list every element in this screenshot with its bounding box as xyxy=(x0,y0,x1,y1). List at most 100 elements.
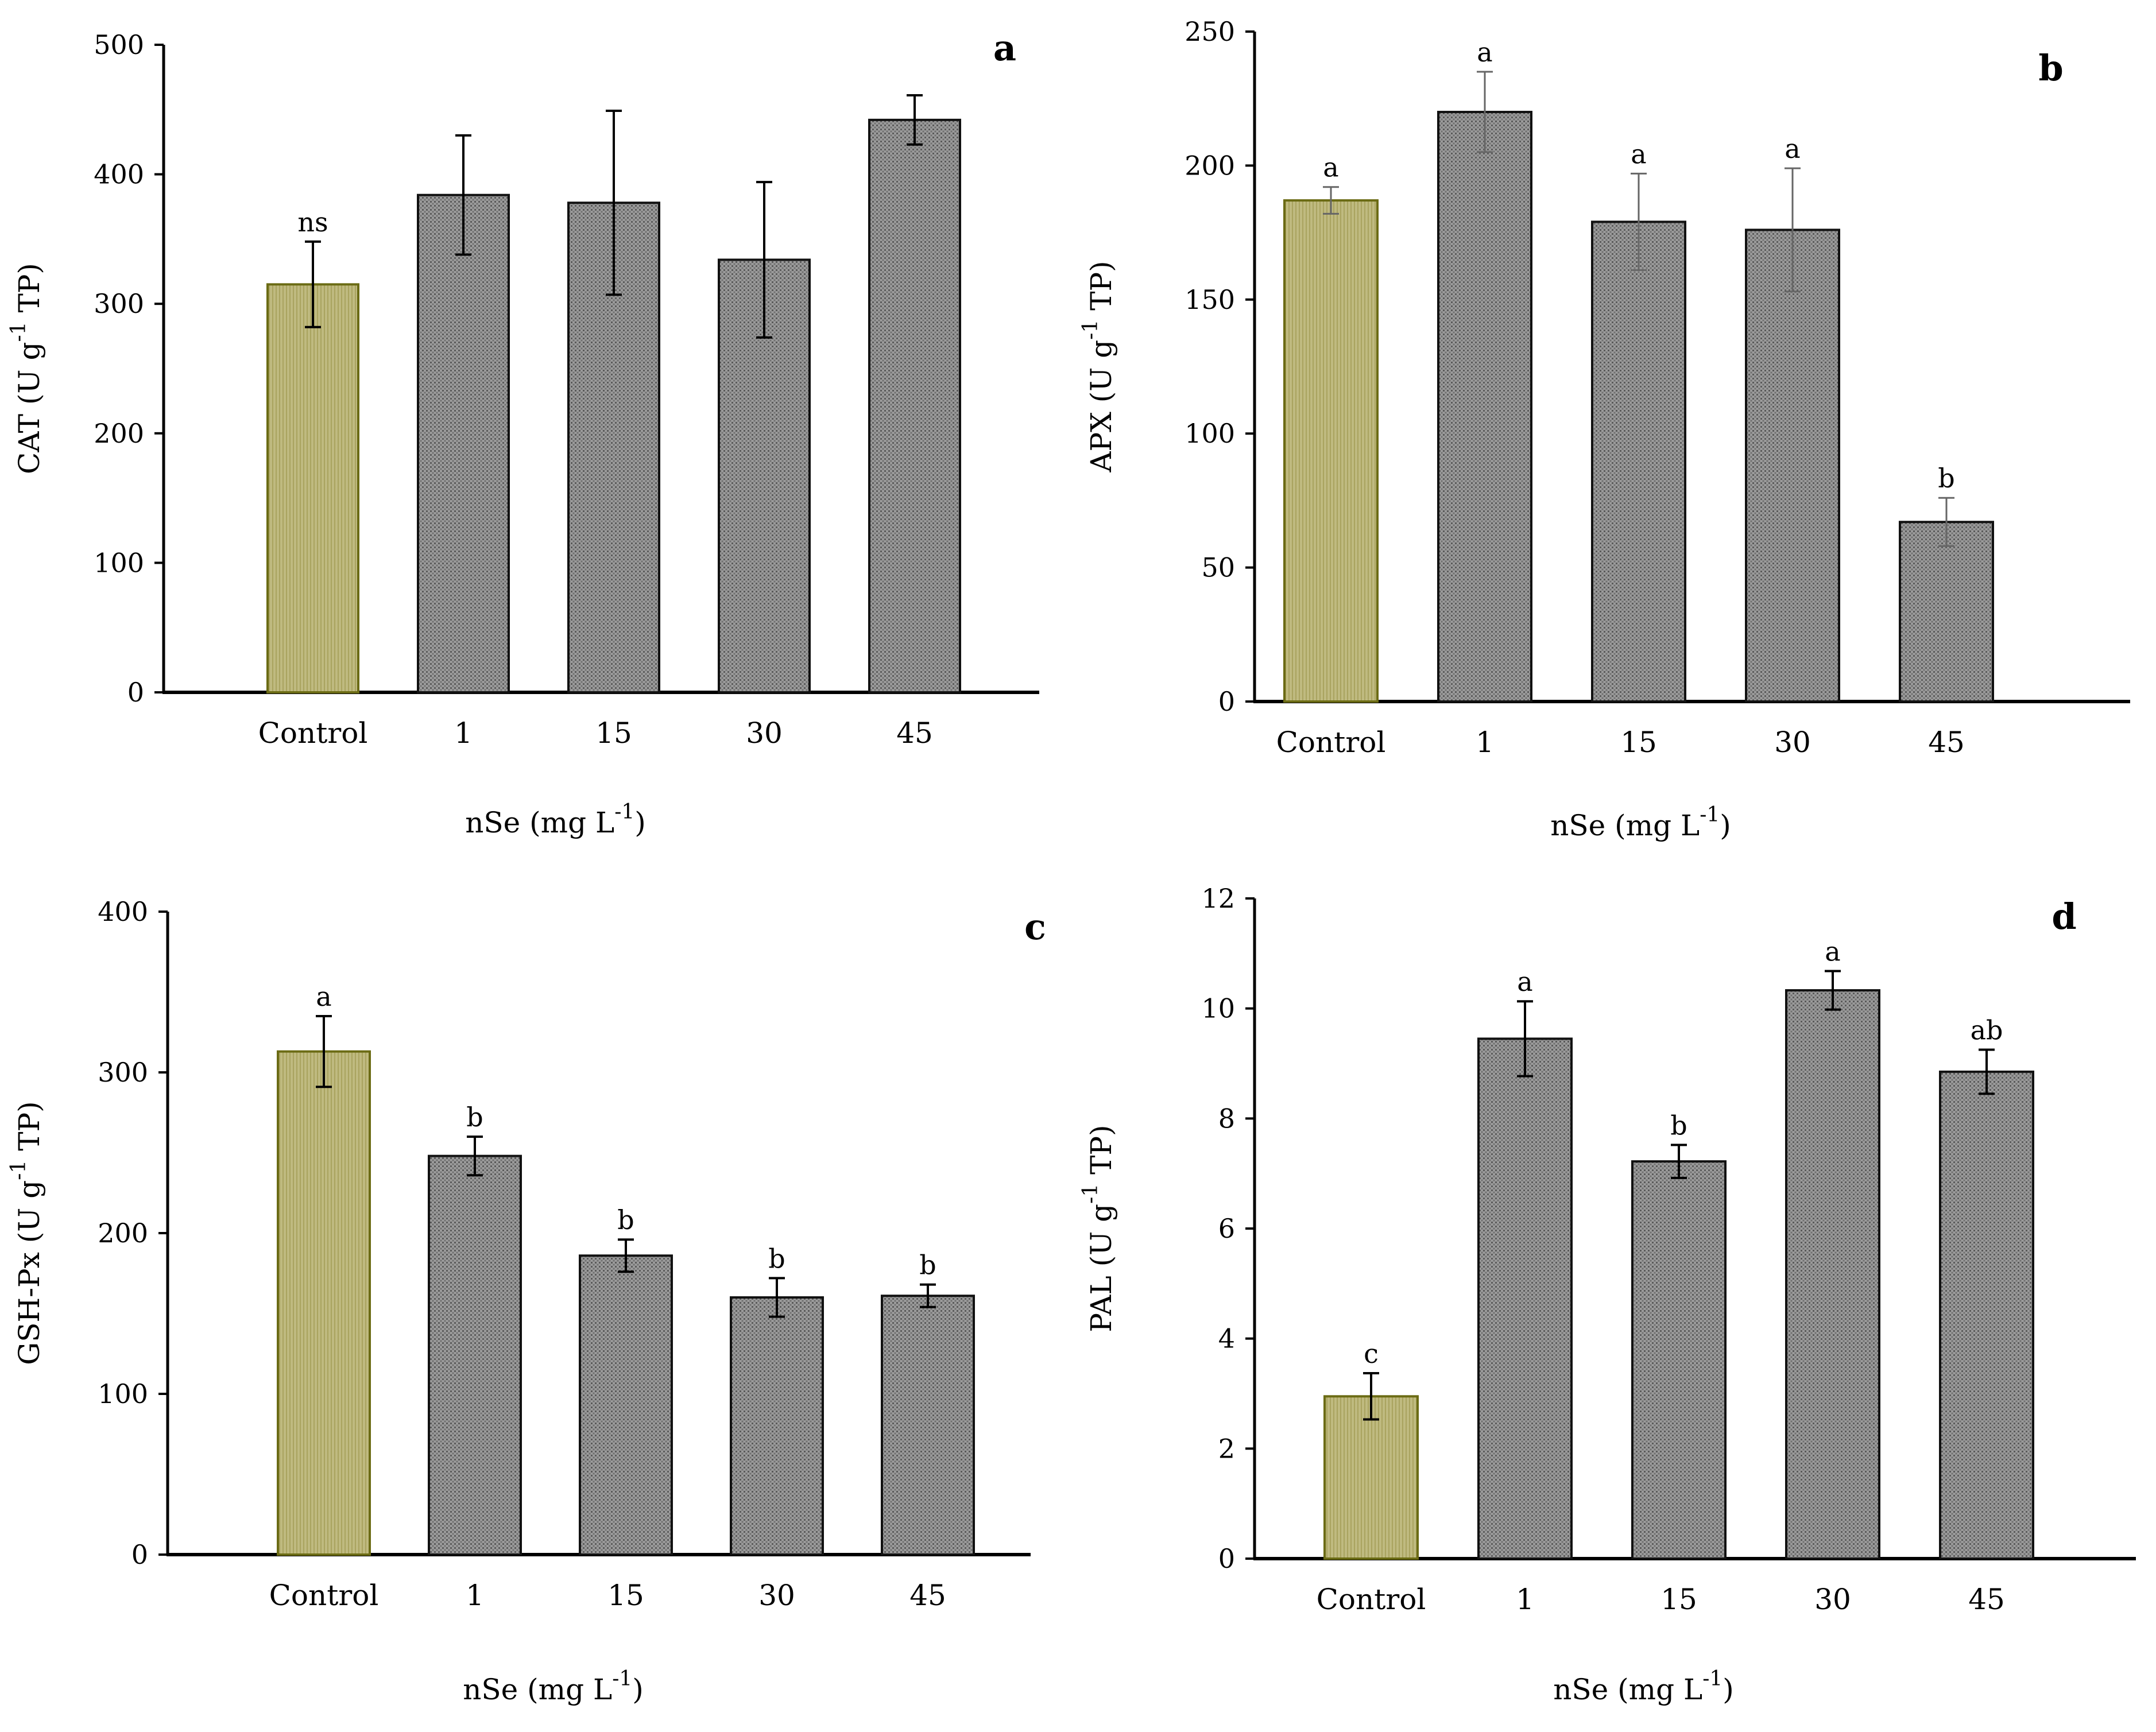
error-bar xyxy=(1671,1144,1687,1179)
category-label: 45 xyxy=(896,716,933,750)
bar-15 xyxy=(579,1254,673,1556)
bar-30 xyxy=(730,1296,824,1556)
panel-letter: c xyxy=(1024,906,1046,948)
y-tick-label: 200 xyxy=(94,418,144,449)
bar-15 xyxy=(1631,1160,1727,1560)
y-tick-label: 2 xyxy=(1218,1433,1235,1464)
y-tick-label: 0 xyxy=(127,677,144,708)
significance-label: ab xyxy=(1971,1015,2003,1046)
significance-label: b xyxy=(768,1243,785,1274)
y-tick-label: 400 xyxy=(98,896,148,927)
bar-control xyxy=(277,1050,371,1556)
y-axis-label: PAL (U g-1 TP) xyxy=(1079,1125,1118,1332)
y-tick-label: 300 xyxy=(98,1057,148,1088)
error-bar xyxy=(1477,71,1493,153)
error-bar xyxy=(1631,172,1647,271)
panel-a: 0 100 200 300 400 500 ns Control 1 15 30 45 a nSe (mg… xyxy=(7,27,1039,839)
y-axis-label: GSH-Px (U g-1 TP) xyxy=(7,1101,46,1365)
bar-1 xyxy=(1437,111,1532,703)
y-tick-label: 0 xyxy=(131,1539,148,1570)
category-label: 15 xyxy=(1660,1583,1697,1616)
x-axis-label: nSe (mg L-1) xyxy=(1550,803,1731,842)
category-label: 30 xyxy=(1774,726,1811,759)
y-tick-label: 150 xyxy=(1185,284,1235,315)
category-label: Control xyxy=(269,1579,379,1612)
significance-label: c xyxy=(1364,1338,1379,1369)
y-tick-label: 6 xyxy=(1218,1213,1235,1244)
error-bar xyxy=(1938,497,1954,547)
panel-letter: d xyxy=(2052,896,2076,937)
bar-1 xyxy=(417,193,510,694)
category-label: 30 xyxy=(746,716,783,750)
y-tick-label: 0 xyxy=(1218,686,1235,717)
category-label: Control xyxy=(1276,726,1386,759)
error-bar xyxy=(467,1136,483,1177)
error-bar xyxy=(907,94,923,146)
error-bar xyxy=(316,1015,332,1088)
error-bar xyxy=(618,1238,634,1273)
category-label: 45 xyxy=(1928,726,1965,759)
y-tick-label: 100 xyxy=(1185,418,1235,449)
bar-30 xyxy=(1745,228,1840,703)
significance-label: a xyxy=(1631,138,1646,169)
y-tick-label: 300 xyxy=(94,288,144,319)
significance-label: b xyxy=(919,1250,936,1281)
category-label: 30 xyxy=(758,1579,795,1612)
y-tick-label: 4 xyxy=(1218,1323,1235,1354)
y-tick-label: 500 xyxy=(94,29,144,60)
significance-label: a xyxy=(1825,936,1840,967)
category-label: 15 xyxy=(595,716,632,750)
category-label: Control xyxy=(1317,1583,1426,1616)
error-bar xyxy=(455,134,471,256)
category-label: 45 xyxy=(909,1579,946,1612)
y-tick-label: 100 xyxy=(94,547,144,578)
significance-label: b xyxy=(617,1204,634,1235)
error-bar xyxy=(920,1283,936,1308)
category-label: 1 xyxy=(1516,1583,1534,1616)
panel-letter: b xyxy=(2038,47,2063,89)
significance-label: ns xyxy=(297,207,328,238)
bar-control xyxy=(1283,199,1379,703)
bar-15 xyxy=(1591,220,1686,703)
bar-1 xyxy=(1477,1037,1573,1560)
panel-b: 0 50 100 150 200 250 a Control a 1 a 15 a 30 b 45 b nSe (… xyxy=(1079,16,2130,842)
significance-label: a xyxy=(1323,152,1338,183)
significance-label: a xyxy=(316,981,331,1012)
panel-d: 0 2 4 6 8 10 12 c Control a 1 b 15 a 30 ab 45 d nSe (mg L-… xyxy=(1079,883,2136,1706)
x-axis-label: nSe (mg L-1) xyxy=(465,800,646,839)
y-tick-label: 200 xyxy=(1185,150,1235,181)
y-axis-label: APX (U g-1 TP) xyxy=(1079,261,1118,472)
y-tick-label: 100 xyxy=(98,1378,148,1409)
x-axis-label: nSe (mg L-1) xyxy=(1553,1667,1734,1706)
bar-control xyxy=(1323,1395,1419,1560)
bar-45 xyxy=(1899,521,1994,703)
x-axis-label: nSe (mg L-1) xyxy=(463,1667,644,1706)
error-bar xyxy=(769,1277,785,1318)
error-bar xyxy=(1979,1048,1995,1095)
bar-30 xyxy=(1785,989,1880,1560)
category-label: 15 xyxy=(1620,726,1657,759)
error-bar xyxy=(756,181,772,339)
category-label: 15 xyxy=(607,1579,644,1612)
bar-45 xyxy=(881,1295,975,1556)
category-label: Control xyxy=(258,716,368,750)
bar-45 xyxy=(868,118,961,693)
y-tick-label: 200 xyxy=(98,1218,148,1249)
category-label: 45 xyxy=(1968,1583,2005,1616)
y-tick-label: 400 xyxy=(94,159,144,190)
significance-label: b xyxy=(1670,1110,1687,1141)
significance-label: a xyxy=(1517,966,1532,997)
error-bar xyxy=(606,110,622,296)
significance-label: b xyxy=(466,1102,483,1133)
y-tick-label: 8 xyxy=(1218,1103,1235,1134)
y-tick-label: 10 xyxy=(1201,993,1235,1024)
significance-label: a xyxy=(1785,133,1800,164)
bar-1 xyxy=(428,1154,522,1556)
bar-45 xyxy=(1939,1070,2034,1560)
error-bar xyxy=(305,240,321,328)
y-axis-label: CAT (U g-1 TP) xyxy=(7,263,46,474)
category-label: 1 xyxy=(1476,726,1494,759)
error-bar xyxy=(1517,1000,1533,1078)
category-label: 1 xyxy=(466,1579,484,1612)
